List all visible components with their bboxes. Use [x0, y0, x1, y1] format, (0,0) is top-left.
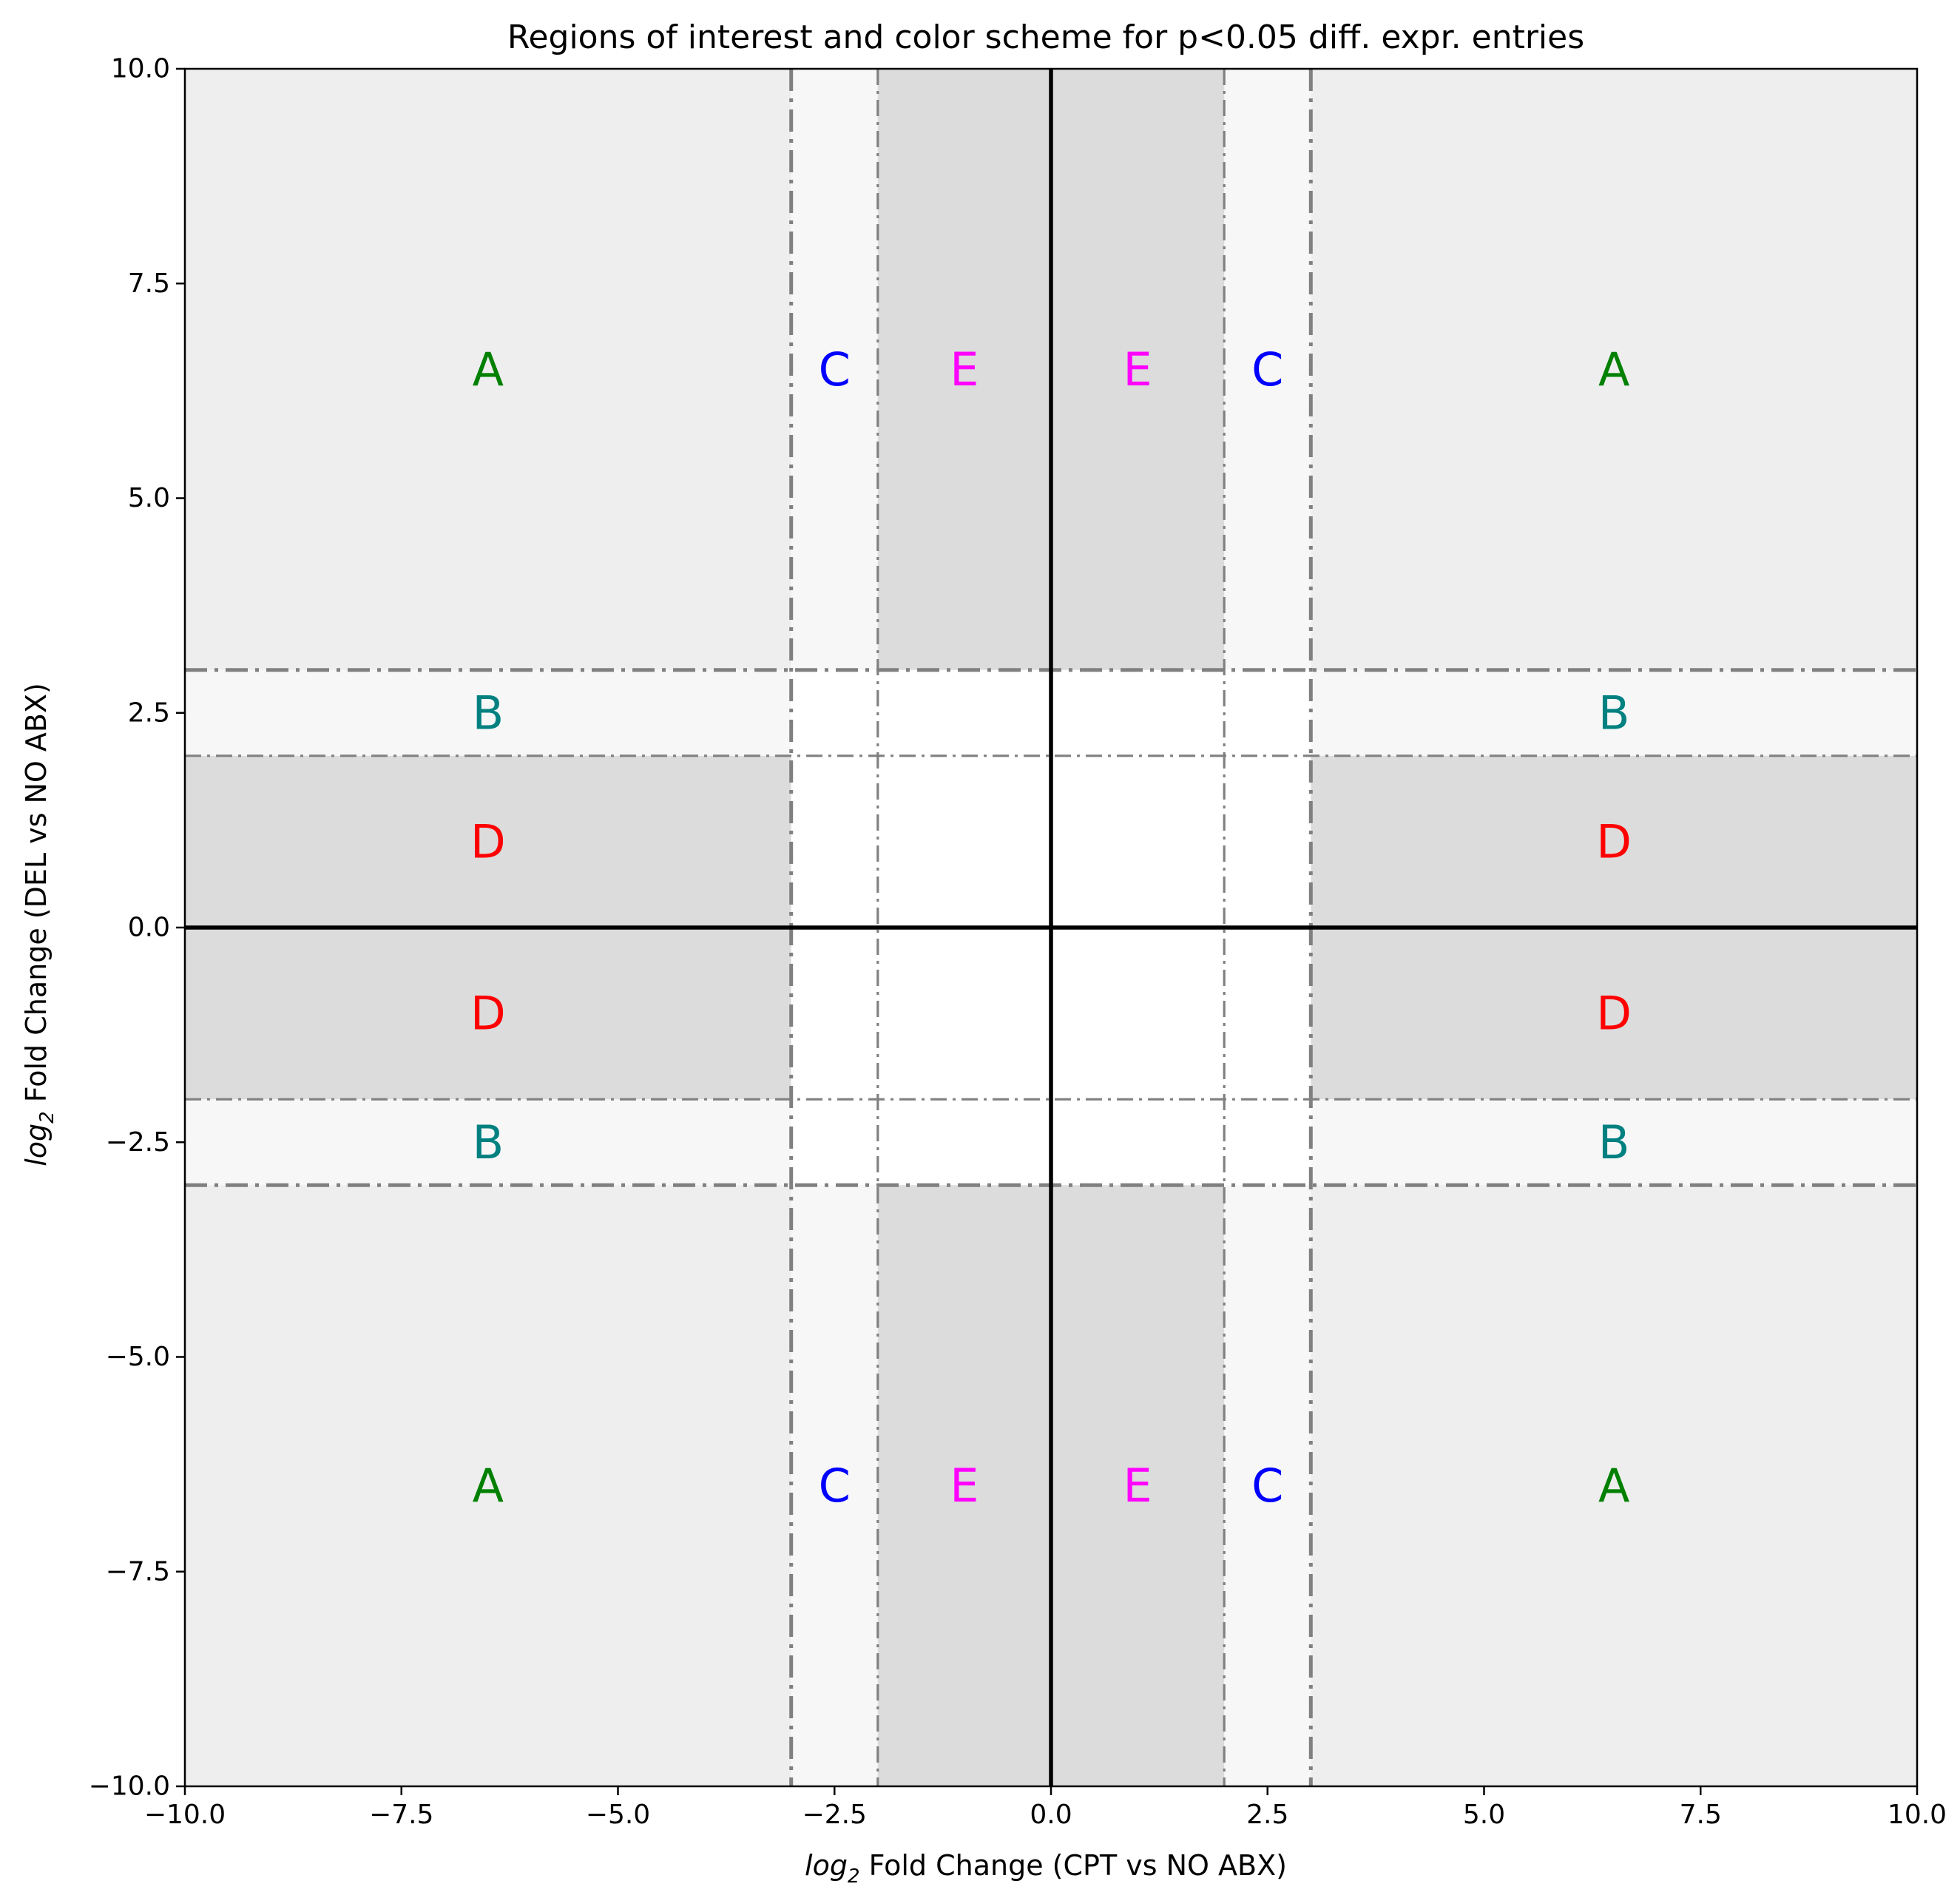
region-label-a-2: A — [473, 1459, 504, 1513]
x-axis-title: log2 Fold Change (CPT vs NO ABX) — [805, 1849, 1287, 1888]
shaded-region-2 — [185, 1185, 791, 1786]
x-tick-label-8: 10.0 — [1888, 1800, 1947, 1830]
shaded-region-7 — [1311, 1099, 1917, 1186]
y-axis-title-subscript: 2 — [36, 1111, 58, 1124]
shaded-region-0 — [185, 69, 791, 670]
plot-area: A A A A B B B B C C C C D D D D E E E E — [185, 69, 1917, 1786]
region-label-e-17: E — [1123, 342, 1152, 396]
y-tick-label-6: 5.0 — [128, 483, 170, 513]
x-tick-label-0: −10.0 — [144, 1800, 226, 1830]
y-tick-label-2: −5.0 — [106, 1342, 170, 1372]
y-tick-label-4: 0.0 — [128, 913, 170, 943]
shaded-region-10 — [791, 1185, 878, 1786]
region-label-e-18: E — [950, 1459, 979, 1513]
y-axis-title-log: log — [20, 1124, 53, 1166]
axes: −10.0 −7.5 −5.0 −2.5 0.0 2.5 5.0 7.5 10.0 −10.0 −7… — [89, 54, 1947, 1831]
x-tick-label-6: 5.0 — [1463, 1800, 1505, 1830]
region-label-e-16: E — [950, 342, 979, 396]
y-tick-label-7: 7.5 — [128, 269, 170, 299]
x-axis-title-subscript: 2 — [848, 1865, 860, 1888]
region-label-d-14: D — [470, 987, 506, 1041]
chart-title: Regions of interest and color scheme for… — [507, 18, 1584, 56]
region-label-a-0: A — [473, 342, 504, 396]
region-label-b-6: B — [473, 1115, 504, 1169]
x-tick-label-1: −7.5 — [369, 1800, 433, 1830]
y-tick-label-3: −2.5 — [106, 1127, 170, 1158]
shaded-region-11 — [1224, 1185, 1311, 1786]
x-tick-label-3: −2.5 — [802, 1800, 867, 1830]
region-label-c-9: C — [1251, 342, 1283, 396]
shaded-region-1 — [1311, 69, 1917, 670]
y-tick-label-5: 2.5 — [128, 698, 170, 728]
region-label-c-8: C — [819, 342, 851, 396]
shaded-region-3 — [1311, 1185, 1917, 1786]
region-label-e-19: E — [1123, 1459, 1152, 1513]
y-axis-title: log2 Fold Change (DEL vs NO ABX) — [20, 683, 58, 1166]
region-label-a-3: A — [1598, 1459, 1629, 1513]
y-tick-label-1: −7.5 — [106, 1556, 170, 1587]
shaded-region-5 — [1311, 669, 1917, 756]
shaded-region-9 — [1224, 69, 1311, 670]
y-axis-title-text: Fold Change (DEL vs NO ABX) — [20, 683, 53, 1111]
region-label-b-4: B — [473, 686, 504, 740]
x-tick-label-4: 0.0 — [1030, 1800, 1072, 1830]
region-label-d-13: D — [1596, 814, 1632, 868]
x-tick-label-2: −5.0 — [586, 1800, 650, 1830]
x-tick-label-5: 2.5 — [1246, 1800, 1288, 1830]
y-tick-label-8: 10.0 — [111, 54, 170, 84]
x-axis-title-text: Fold Change (CPT vs NO ABX) — [860, 1849, 1287, 1882]
y-tick-label-0: −10.0 — [89, 1772, 170, 1802]
region-label-c-11: C — [1251, 1459, 1283, 1513]
region-label-c-10: C — [819, 1459, 851, 1513]
shaded-region-4 — [185, 669, 791, 756]
shaded-region-6 — [185, 1099, 791, 1186]
region-label-b-5: B — [1598, 686, 1630, 740]
region-label-d-15: D — [1596, 987, 1632, 1041]
region-label-d-12: D — [470, 814, 506, 868]
x-axis-title-log: log — [805, 1849, 848, 1882]
shaded-region-8 — [791, 69, 878, 670]
x-tick-label-7: 7.5 — [1680, 1800, 1722, 1830]
region-label-a-1: A — [1598, 342, 1629, 396]
region-label-b-7: B — [1598, 1115, 1630, 1169]
